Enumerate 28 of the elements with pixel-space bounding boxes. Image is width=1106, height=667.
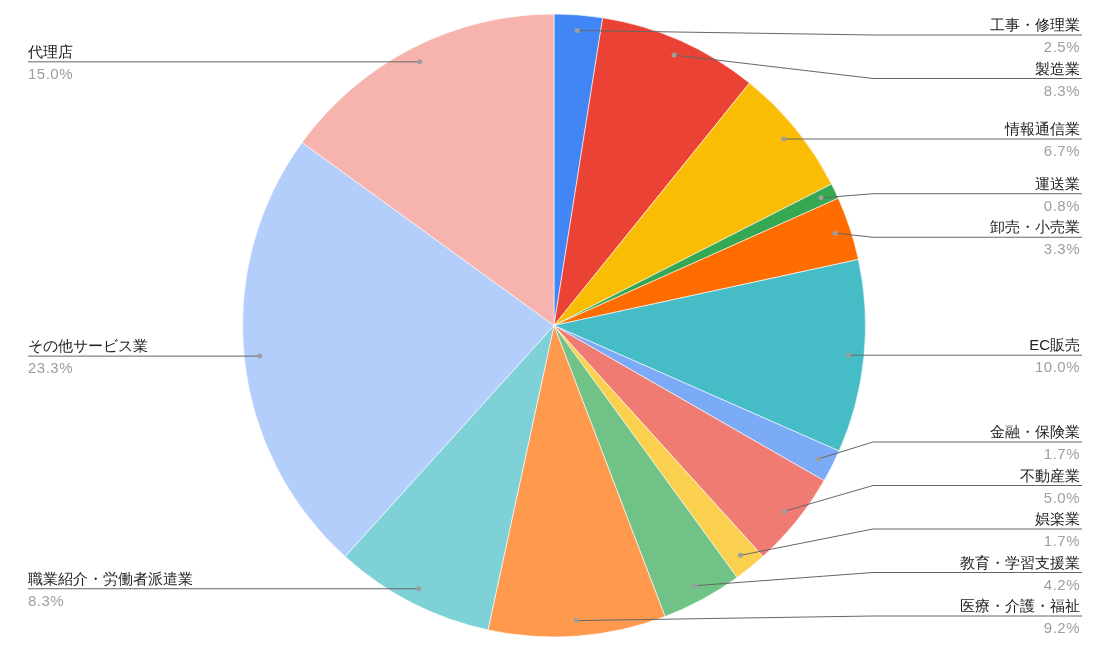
- slice-label: 医療・介護・福祉: [960, 597, 1080, 614]
- data-label: 8.3%: [28, 591, 65, 609]
- data-label: 0.8%: [1043, 196, 1080, 214]
- data-label: 1.7%: [1043, 532, 1080, 549]
- data-label: 15.0%: [28, 64, 74, 82]
- slice-label: 工事・修理業: [990, 16, 1080, 33]
- slice-label: 卸売・小売業: [990, 218, 1080, 236]
- data-label: 3.3%: [1043, 240, 1080, 258]
- slice-label: 職業紹介・労働者派遣業: [28, 569, 193, 587]
- slice-label: 不動産業: [1020, 466, 1080, 484]
- slice-label: 運送業: [1035, 174, 1080, 192]
- slice-label: 製造業: [1035, 59, 1080, 77]
- data-label: 23.3%: [28, 359, 74, 377]
- data-label: 8.3%: [1043, 81, 1080, 99]
- data-label: 10.0%: [1034, 358, 1080, 376]
- data-label: 5.0%: [1043, 488, 1080, 506]
- data-label: 4.2%: [1043, 575, 1080, 593]
- slice-label: 情報通信業: [1004, 120, 1080, 138]
- data-label: 9.2%: [1043, 619, 1080, 636]
- slice-label: EC販売: [1029, 336, 1080, 354]
- slice-label: 代理店: [27, 42, 73, 60]
- slice-label: 金融・保険業: [990, 423, 1080, 440]
- data-label: 1.7%: [1043, 445, 1080, 462]
- data-label: 2.5%: [1043, 38, 1080, 55]
- slice-label: 教育・学習支援業: [960, 553, 1080, 571]
- slice-label: 娯楽業: [1035, 510, 1080, 527]
- data-label: 6.7%: [1043, 142, 1080, 160]
- slice-label: その他サービス業: [28, 337, 148, 355]
